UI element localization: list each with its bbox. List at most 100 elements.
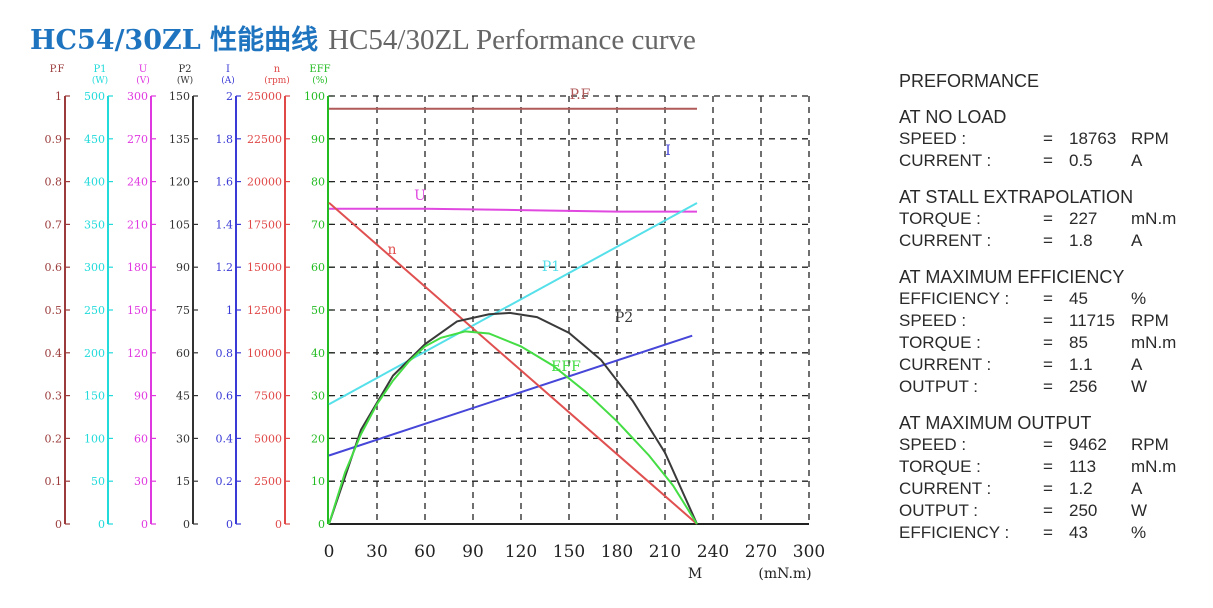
spec-label: CURRENT : [899,151,992,170]
spec-value: 43 [1069,523,1088,542]
series-label: EFF [551,359,581,375]
spec-section-title: AT STALL EXTRAPOLATION [899,187,1134,207]
spec-value: 85 [1069,333,1088,352]
axis-tick-label: 15 [176,475,190,488]
spec-value: 1.1 [1069,355,1093,374]
spec-section-title: AT NO LOAD [899,107,1007,127]
spec-section-title: AT MAXIMUM OUTPUT [899,413,1092,433]
axis-tick-label: 0.1 [45,475,63,488]
axis-tick-label: 1.8 [216,133,234,146]
axis-tick-label: 50 [311,304,325,317]
axis-tick-label: 0 [183,518,190,531]
axis-tick-label: 60 [134,432,148,445]
spec-row: TORQUE : = 85 mN.m [899,332,1209,354]
spec-value: 0.5 [1069,151,1093,170]
series-line-u [329,207,697,213]
axis-tick-label: 0.7 [45,218,63,231]
axis-tick-label: 100 [84,432,105,445]
performance-spec-panel: PREFORMANCE AT NO LOAD SPEED : = 18763 RPM CU… [899,70,1209,544]
series-label: P.F [570,87,591,103]
title-chinese: HC54/30ZL 性能曲线 [30,25,319,56]
axis-tick-label: 45 [176,390,190,403]
spec-unit: RPM [1131,435,1169,454]
axis-tick-label: 10 [311,475,325,488]
axis-tick-label: 10000 [247,347,282,360]
axis-tick-label: 240 [127,176,148,189]
series-label: U [414,188,426,204]
spec-unit: mN.m [1131,209,1177,228]
axis-tick-label: 150 [127,304,148,317]
axis-tick-label: 0.5 [45,304,63,317]
x-tick-label: 270 [745,542,777,562]
spec-row: EFFICIENCY : = 45% [899,288,1209,310]
series-label: P1 [542,259,560,275]
series-line-eff [328,330,698,525]
x-tick-label: 210 [649,542,681,562]
spec-unit: % [1131,523,1147,542]
axis-tick-label: 1.6 [216,176,234,189]
axis-tick-label: 0.6 [45,261,63,274]
series-line-i [328,334,693,457]
spec-equals: = [1043,377,1053,396]
spec-row: EFFICIENCY : = 43% [899,522,1209,544]
axis-tick-label: 400 [84,176,105,189]
spec-unit: A [1131,231,1143,250]
spec-row: TORQUE : = 227 mN.m [899,208,1209,230]
spec-sections: AT NO LOAD SPEED : = 18763 RPM CURRENT : = 0.5 A… [899,106,1209,544]
spec-label: SPEED : [899,435,967,454]
series-label: I [665,143,671,159]
axis-tick-label: 270 [127,133,148,146]
spec-heading: PREFORMANCE [899,71,1040,91]
axis-tick-label: 5000 [254,432,282,445]
spec-row: CURRENT : = 1.8 A [899,230,1209,252]
axis-tick-label: 7500 [254,390,282,403]
x-tick-label: 30 [366,542,388,562]
axis-tick-label: 0 [226,518,233,531]
axis-name: P.F [50,64,65,75]
spec-equals: = [1043,209,1053,228]
spec-value: 256 [1069,377,1098,396]
axis-tick-label: 30 [176,432,190,445]
spec-label: TORQUE : [899,209,981,228]
x-tick-label: 150 [553,542,585,562]
spec-section: AT NO LOAD SPEED : = 18763 RPM CURRENT : = 0.5 A [899,106,1209,172]
axis-tick-label: 75 [176,304,190,317]
spec-equals: = [1043,457,1053,476]
axis-tick-label: 1.2 [216,261,234,274]
axis-unit: (W) [177,75,193,86]
spec-value: 45 [1069,289,1088,308]
axis-name: P2 [178,64,191,75]
axis-tick-label: 0 [318,518,325,531]
axis-tick-label: 90 [311,133,325,146]
spec-value: 18763 [1069,129,1117,148]
axis-tick-label: 80 [311,176,325,189]
spec-row: SPEED : = 9462 RPM [899,434,1209,456]
spec-unit: RPM [1131,129,1169,148]
axis-tick-label: 60 [311,261,325,274]
spec-section: AT STALL EXTRAPOLATION TORQUE : = 227 mN.m CU… [899,186,1209,252]
spec-section: AT MAXIMUM EFFICIENCY EFFICIENCY : = 45% SPE… [899,266,1209,398]
axis-tick-label: 12500 [247,304,282,317]
axis-tick-label: 150 [169,90,190,103]
axis-tick-label: 105 [169,218,190,231]
axis-tick-label: 1 [55,90,62,103]
x-axis-label: M [688,566,702,582]
axis-tick-label: 90 [176,261,190,274]
axis-tick-label: 150 [84,390,105,403]
spec-equals: = [1043,523,1053,542]
spec-equals: = [1043,435,1053,454]
spec-label: EFFICIENCY : [899,523,1010,542]
spec-label: TORQUE : [899,333,981,352]
axis-tick-label: 135 [169,133,190,146]
chart-title: HC54/30ZL 性能曲线 HC54/30ZL Performance curv… [30,18,696,58]
axis-tick-label: 70 [311,218,325,231]
spec-unit: RPM [1131,311,1169,330]
spec-row: OUTPUT : = 256 W [899,376,1209,398]
axis-tick-label: 50 [91,475,105,488]
spec-equals: = [1043,231,1053,250]
axis-name: U [139,64,147,75]
spec-value: 227 [1069,209,1098,228]
spec-label: CURRENT : [899,355,992,374]
x-tick-label: 300 [793,542,825,562]
axis-tick-label: 20000 [247,176,282,189]
